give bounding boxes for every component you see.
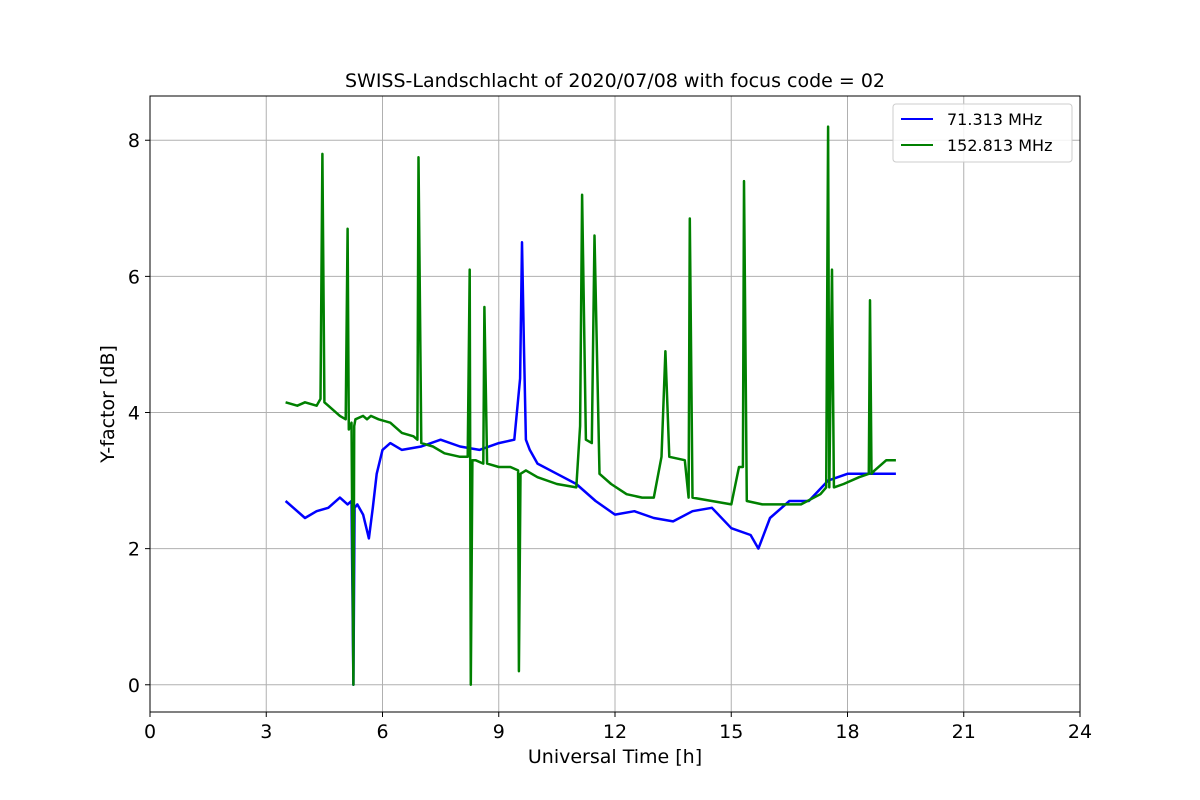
y-tick-label: 8 — [128, 130, 140, 152]
x-tick-label: 6 — [376, 721, 388, 743]
x-tick-label: 15 — [719, 721, 743, 743]
y-axis-label: Y-factor [dB] — [97, 345, 119, 464]
legend: 71.313 MHz 152.813 MHz — [892, 103, 1073, 163]
y-tick-label: 4 — [128, 403, 140, 425]
y-tick-label: 6 — [128, 266, 140, 288]
x-tick-label: 12 — [603, 721, 627, 743]
x-tick-label: 18 — [835, 721, 859, 743]
chart-title: SWISS-Landschlacht of 2020/07/08 with fo… — [345, 70, 885, 92]
series-line-2 — [285, 125, 896, 687]
y-tick-label: 2 — [128, 539, 140, 561]
x-axis-label: Universal Time [h] — [528, 746, 702, 768]
x-tick-label: 3 — [260, 721, 272, 743]
series-layer — [284, 125, 896, 687]
y-tick-label: 0 — [128, 675, 140, 697]
x-tick-label: 21 — [952, 721, 976, 743]
legend-box — [892, 103, 1073, 163]
x-tick-label: 9 — [493, 721, 505, 743]
x-tick-label: 0 — [144, 721, 156, 743]
x-tick-label: 24 — [1068, 721, 1092, 743]
legend-label-1: 71.313 MHz — [947, 110, 1042, 129]
legend-label-2: 152.813 MHz — [947, 136, 1052, 155]
